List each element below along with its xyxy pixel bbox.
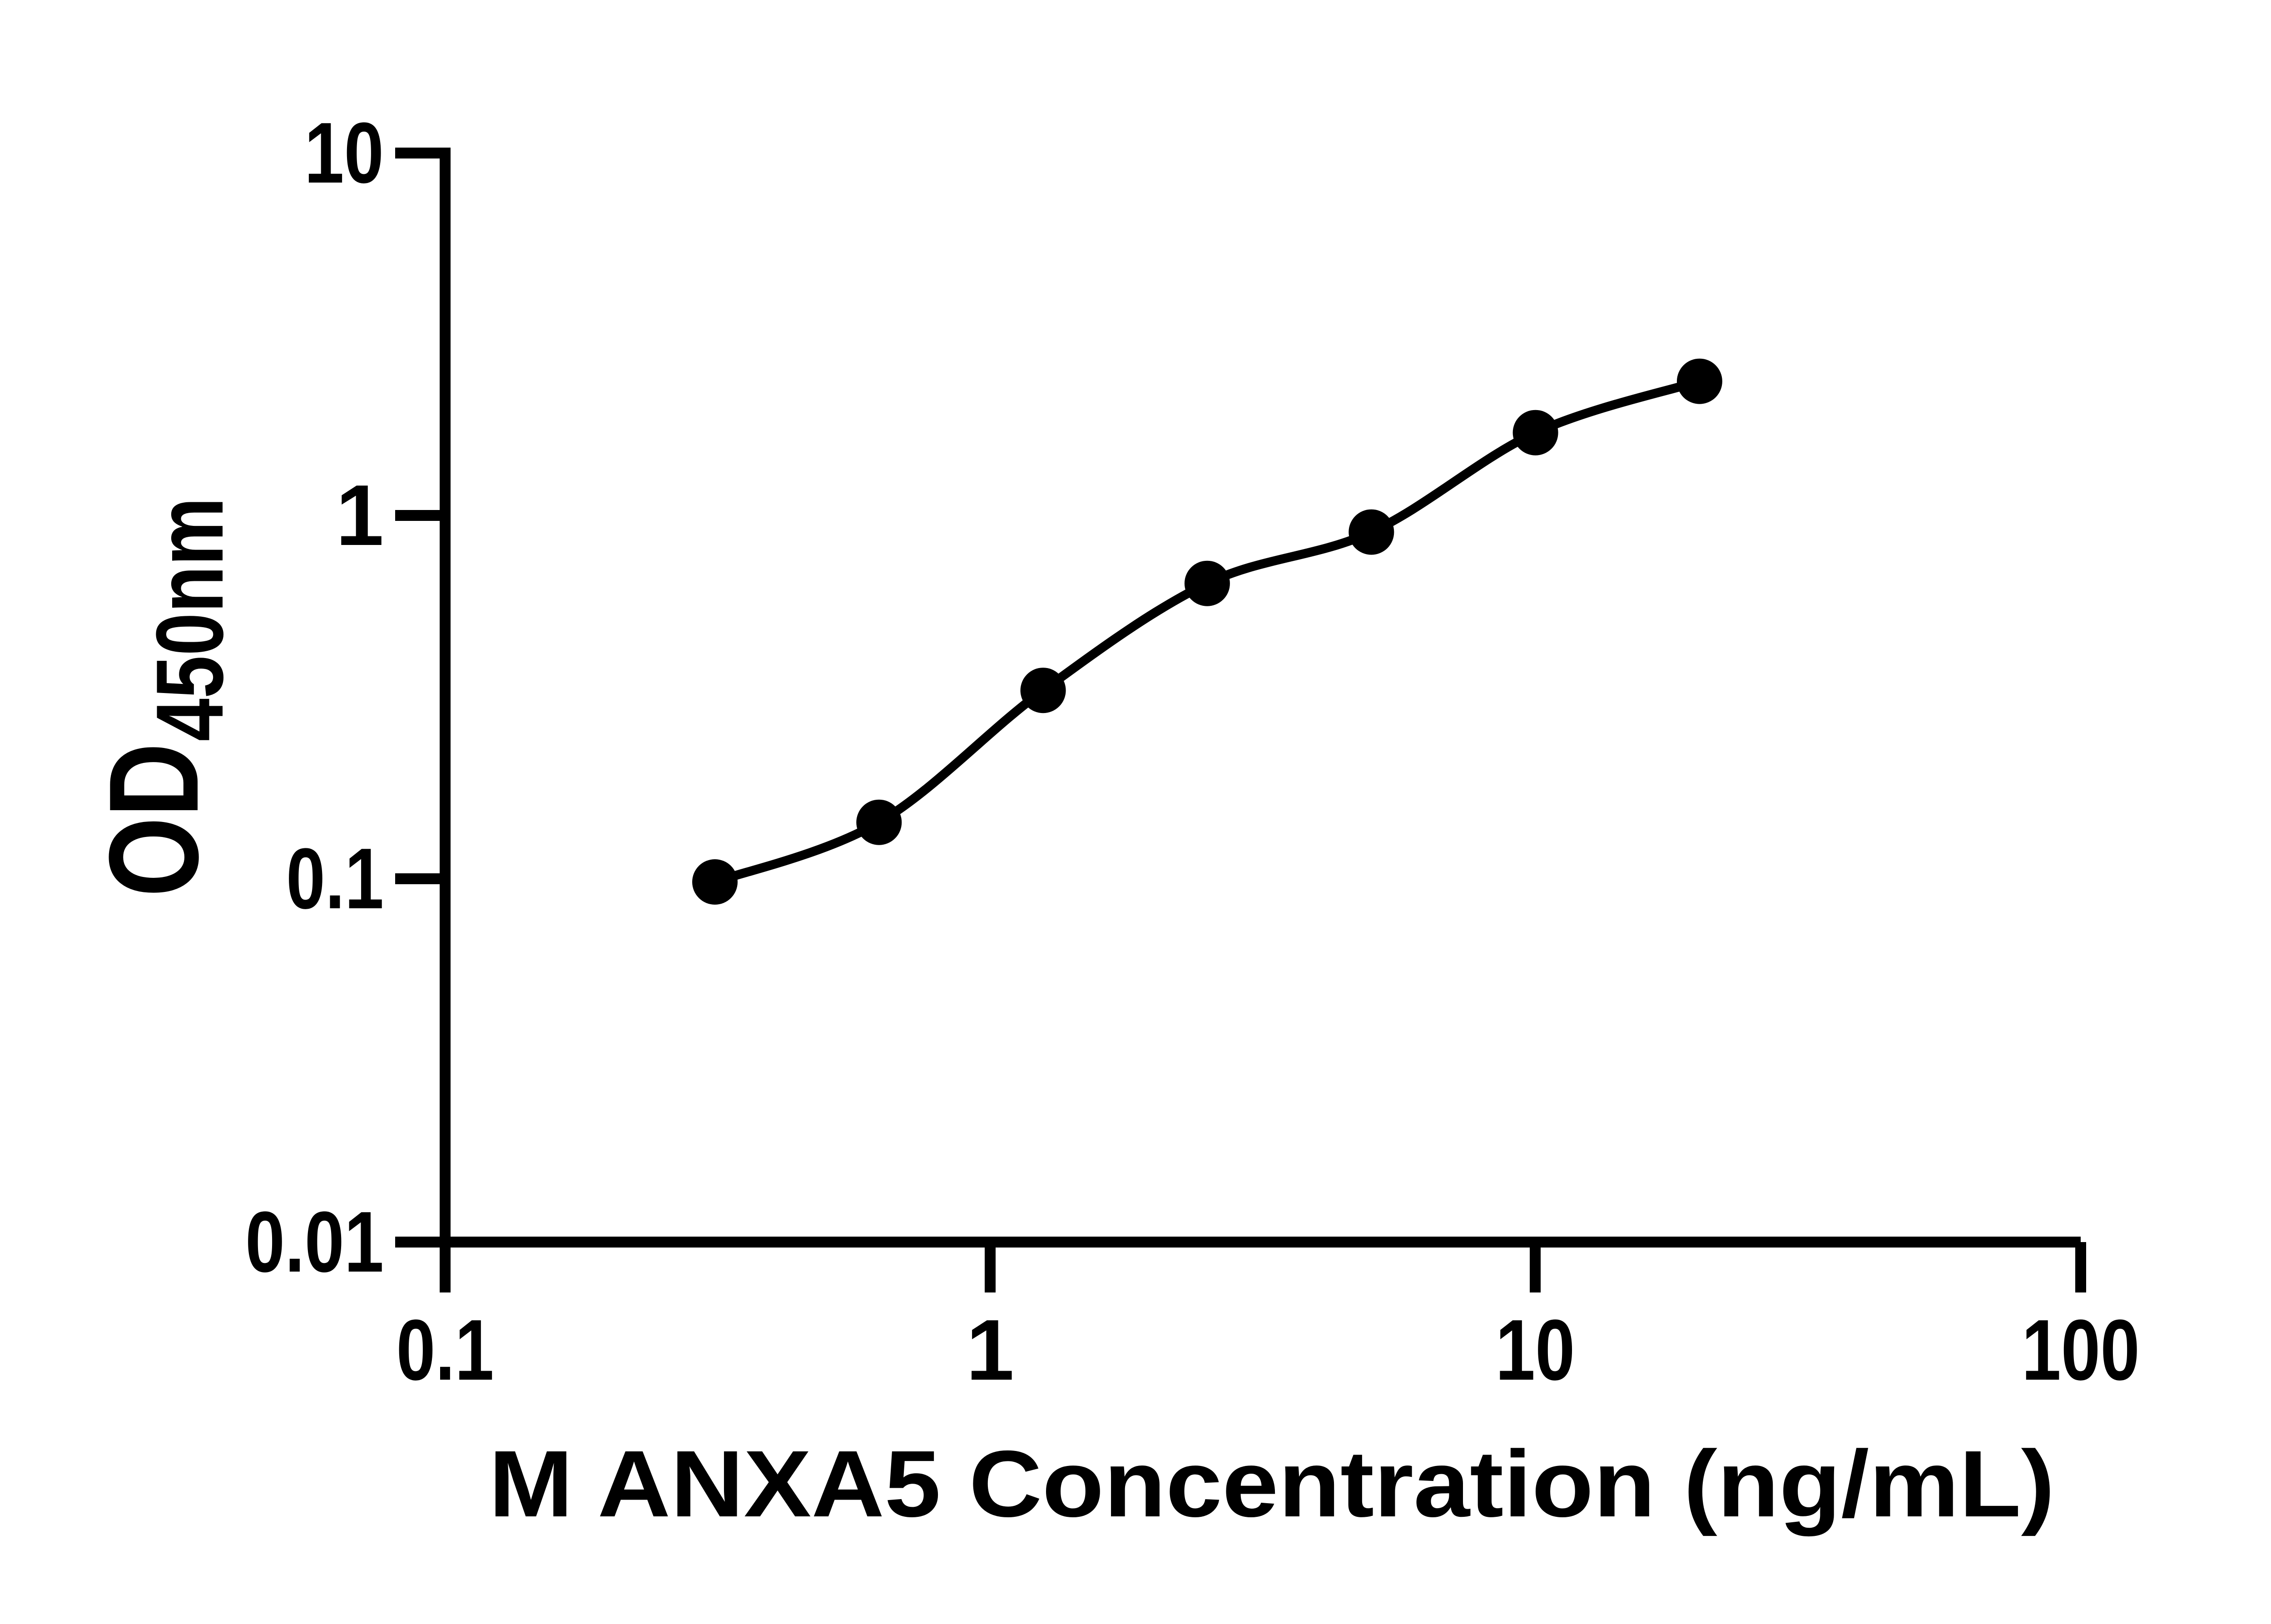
y-axis-title-main: OD (83, 743, 225, 897)
x-axis-ticks (440, 1242, 2086, 1292)
x-tick-label-1: 1 (966, 1302, 1014, 1398)
x-tick-label-10: 10 (1496, 1302, 1575, 1398)
x-axis-title: M ANXA5 Concentration (ng/mL) (489, 1431, 2055, 1537)
data-point (856, 799, 902, 845)
y-tick-labels: 10 1 0.1 0.01 (245, 105, 384, 1290)
data-point (1349, 509, 1394, 555)
data-point (692, 859, 738, 905)
x-tick-label-100: 100 (2022, 1302, 2140, 1398)
data-series (692, 358, 1722, 905)
data-point (1676, 358, 1722, 404)
y-axis-title: OD 450nm (83, 497, 243, 897)
x-tick-labels: 0.1 1 10 100 (397, 1302, 2140, 1398)
y-tick-label-0.1: 0.1 (286, 831, 384, 927)
x-tick-label-0.1: 0.1 (397, 1302, 494, 1398)
data-point (1512, 410, 1558, 456)
data-point (1020, 668, 1066, 713)
y-tick-label-0.01: 0.01 (245, 1194, 384, 1290)
y-axis-title-subscript: 450nm (136, 497, 243, 741)
data-point (1184, 560, 1230, 606)
axes (395, 148, 2086, 1292)
y-tick-label-1: 1 (336, 467, 384, 564)
y-tick-label-10: 10 (304, 105, 384, 201)
